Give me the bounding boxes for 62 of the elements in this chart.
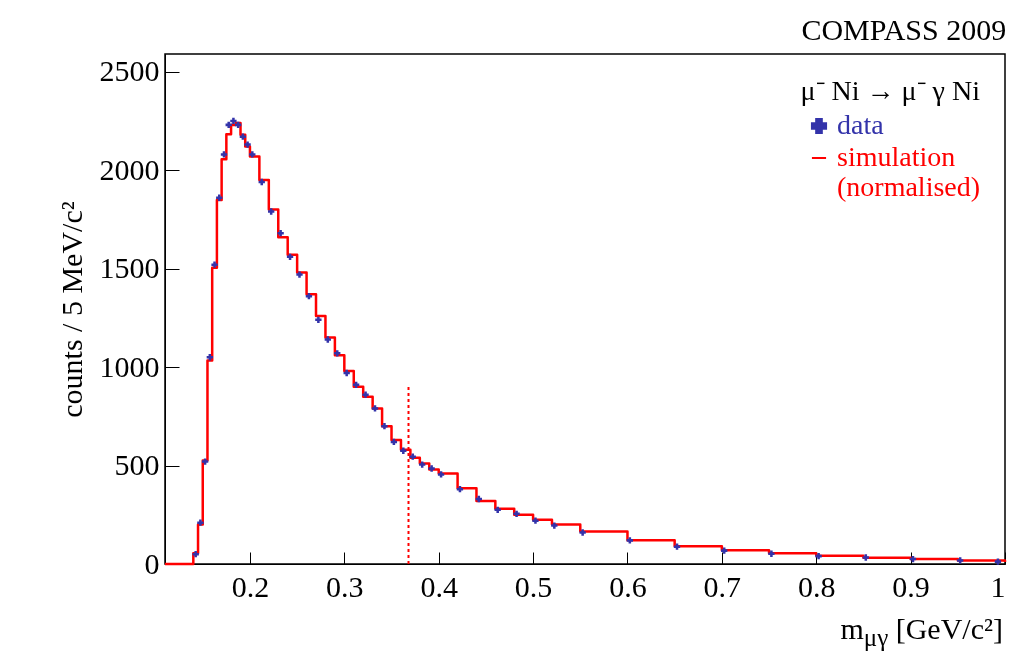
x-tick-label: 0.2	[231, 569, 270, 603]
point	[225, 121, 232, 129]
legend-label: data	[837, 109, 885, 140]
point	[334, 350, 341, 357]
point	[579, 529, 586, 536]
point	[419, 461, 426, 468]
point	[673, 543, 681, 550]
point	[362, 391, 369, 398]
point	[201, 458, 209, 465]
point	[277, 230, 284, 237]
y-tick-label: 1500	[99, 251, 160, 285]
point	[192, 550, 199, 558]
point	[197, 519, 204, 526]
y-axis-title: counts / 5 MeV/c²	[54, 201, 88, 418]
point	[400, 447, 407, 454]
point	[206, 354, 213, 361]
x-tick-label: 0.4	[420, 569, 458, 603]
y-tick-label: 500	[114, 448, 160, 482]
point	[957, 557, 964, 564]
point	[381, 423, 388, 430]
x-tick-label: 0.9	[892, 569, 930, 603]
point	[343, 369, 350, 377]
point	[249, 151, 256, 158]
point	[994, 558, 1002, 565]
point	[371, 405, 379, 412]
legend-label: simulation (normalised)	[837, 141, 981, 202]
point	[244, 141, 251, 148]
x-axis-title: m$_{μγ}$ [GeV/c²]	[840, 612, 1003, 652]
point	[258, 178, 265, 186]
point	[428, 465, 435, 472]
x-tick-label: 0.7	[703, 569, 742, 603]
point	[768, 550, 775, 557]
y-tick-label: 2000	[99, 152, 160, 186]
point	[532, 517, 539, 524]
point	[494, 506, 501, 514]
point	[239, 133, 247, 140]
point	[230, 117, 237, 125]
point	[315, 316, 322, 323]
point	[324, 336, 331, 343]
point	[862, 554, 869, 561]
x-tick-label: 0.5	[514, 569, 553, 603]
point	[220, 151, 228, 158]
y-tick-label: 0	[144, 546, 160, 580]
x-tick-label: 0.8	[797, 569, 836, 603]
point	[296, 271, 303, 278]
point	[211, 261, 218, 268]
y-tick-label: 2500	[99, 54, 160, 88]
point	[268, 208, 275, 215]
point	[437, 471, 445, 478]
point	[216, 194, 223, 201]
x-tick-label: 0.3	[326, 569, 364, 603]
x-tick-label: 0.6	[609, 569, 647, 603]
point	[626, 537, 633, 544]
point	[513, 510, 520, 517]
point	[815, 552, 822, 560]
point	[551, 522, 558, 529]
point	[721, 547, 728, 554]
chart-title: COMPASS 2009	[801, 13, 1007, 46]
legend-title: μ⁻ Ni → μ⁻ γ Ni	[800, 75, 981, 106]
point	[409, 453, 416, 460]
x-tick-label: 1	[990, 569, 1006, 603]
y-tick-label: 1000	[99, 349, 160, 383]
